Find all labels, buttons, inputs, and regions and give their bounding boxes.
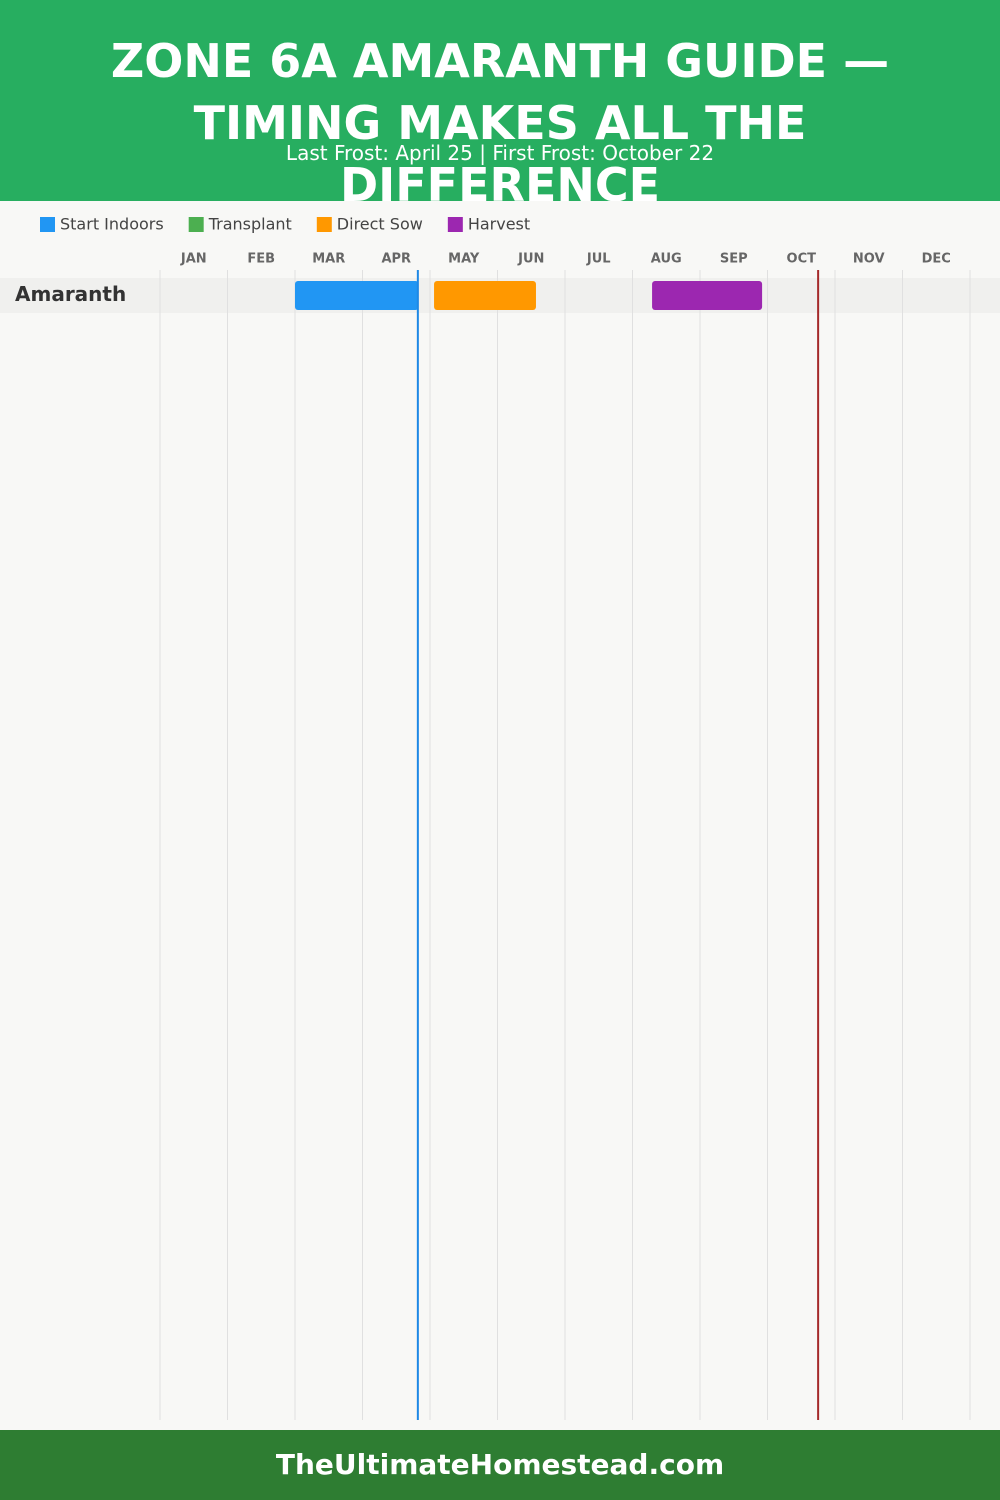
x-tick-label: FEB xyxy=(247,252,275,267)
legend-label: Harvest xyxy=(468,215,530,234)
x-tick-label: JUL xyxy=(586,252,611,267)
x-tick-label: JAN xyxy=(180,252,207,267)
x-tick-label: MAR xyxy=(312,252,345,267)
x-tick-label: APR xyxy=(381,252,411,267)
legend-swatch xyxy=(188,217,204,232)
x-tick-label: JUN xyxy=(517,252,544,267)
legend-swatch xyxy=(447,217,463,232)
x-tick-label: AUG xyxy=(651,252,682,267)
bar xyxy=(434,281,536,310)
x-tick-label: DEC xyxy=(922,252,951,267)
x-tick-label: NOV xyxy=(853,252,885,267)
x-tick-label: OCT xyxy=(787,252,817,267)
row-label: Amaranth xyxy=(15,282,126,306)
legend-label: Start Indoors xyxy=(60,215,164,234)
subtitle: Last Frost: April 25 | First Frost: Octo… xyxy=(285,141,715,165)
header: ZONE 6A AMARANTH GUIDE — TIMING MAKES AL… xyxy=(0,0,1000,201)
bar xyxy=(295,281,419,310)
x-tick-label: MAY xyxy=(448,252,480,267)
legend-label: Direct Sow xyxy=(337,215,423,234)
x-tick-label: SEP xyxy=(720,252,748,267)
legend-swatch xyxy=(40,217,55,232)
chart-title: ZONE 6A AMARANTH GUIDE — TIMING MAKES AL… xyxy=(110,34,890,201)
legend-swatch xyxy=(316,217,332,232)
legend-label: Transplant xyxy=(208,215,292,234)
chart: Start Indoors Transplant Direct Sow Harvest… xyxy=(0,215,1000,1420)
bar xyxy=(652,281,763,310)
footer: TheUltimateHomestead.com xyxy=(0,1430,1000,1500)
